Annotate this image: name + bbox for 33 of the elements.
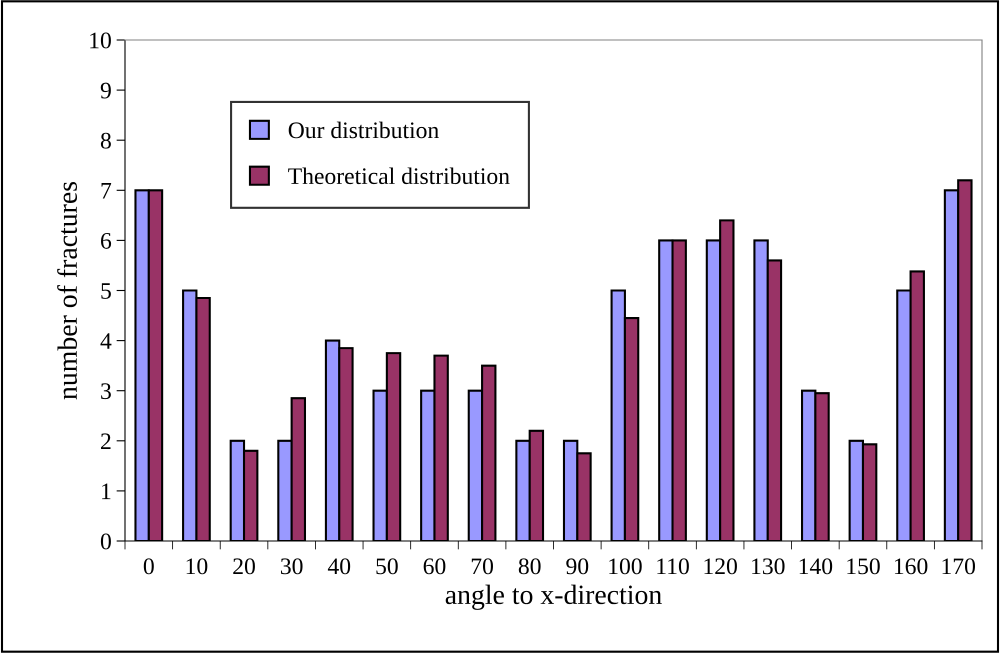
legend-label: Theoretical distribution (288, 168, 510, 184)
x-axis-title: angle to x-direction (446, 584, 662, 610)
x-tick-label: 30 (280, 558, 303, 574)
x-tick-label: 60 (424, 558, 446, 574)
y-tick-label: 8 (100, 132, 111, 149)
y-tick-label: 5 (101, 283, 111, 299)
x-tick-label: 140 (800, 558, 832, 574)
x-tick-label: 70 (472, 558, 493, 574)
y-tick-label: 6 (101, 232, 112, 249)
x-tick-label: 40 (328, 558, 350, 574)
x-tick-label: 20 (233, 558, 255, 574)
y-tick-label: 4 (100, 333, 112, 349)
x-tick-label: 10 (186, 558, 208, 574)
y-axis-title: number of fractures (57, 182, 77, 400)
y-tick-label: 7 (102, 183, 112, 198)
x-tick-label: 0 (144, 558, 154, 574)
y-tick-label: 3 (101, 383, 111, 400)
y-tick-label: 0 (100, 533, 111, 550)
x-tick-label: 120 (704, 558, 737, 574)
x-tick-label: 150 (847, 558, 880, 574)
x-tick-label: 130 (752, 558, 785, 574)
legend-label: Our distribution (288, 122, 439, 138)
y-tick-label: 1 (102, 484, 110, 500)
y-tick-label: 9 (100, 82, 111, 99)
x-tick-label: 110 (657, 558, 689, 574)
x-tick-label: 100 (609, 558, 642, 574)
x-tick-label: 170 (942, 558, 976, 574)
x-tick-label: 90 (566, 558, 588, 574)
y-tick-label: 2 (101, 433, 111, 449)
x-tick-label: 80 (518, 558, 541, 574)
y-tick-label: 10 (90, 32, 111, 48)
x-tick-label: 50 (376, 558, 398, 574)
x-tick-label: 160 (894, 558, 928, 574)
